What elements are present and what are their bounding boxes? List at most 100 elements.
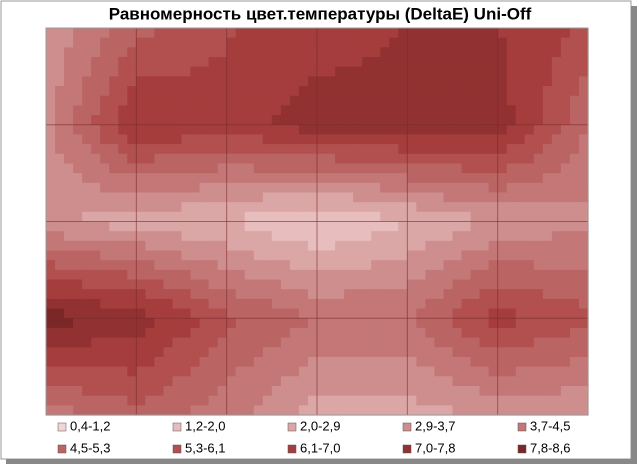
- contour-cell: [515, 279, 526, 290]
- contour-cell: [344, 405, 354, 416]
- contour-cell: [253, 115, 264, 126]
- contour-cell: [109, 37, 119, 48]
- contour-cell: [344, 298, 354, 310]
- contour-cell: [172, 95, 183, 106]
- contour-cell: [380, 153, 390, 165]
- contour-cell: [461, 66, 472, 77]
- contour-cell: [578, 95, 589, 106]
- contour-cell: [109, 405, 119, 416]
- contour-cell: [326, 192, 336, 203]
- contour-cell: [145, 153, 155, 165]
- contour-cell: [271, 376, 282, 387]
- contour-cell: [46, 134, 56, 145]
- contour-cell: [118, 366, 128, 377]
- contour-cell: [154, 347, 165, 358]
- contour-cell: [389, 298, 399, 310]
- contour-cell: [425, 115, 436, 126]
- contour-cell: [208, 144, 219, 155]
- contour-cell: [253, 366, 264, 377]
- contour-cell: [506, 202, 517, 213]
- contour-cell: [244, 105, 255, 116]
- contour-cell: [289, 76, 300, 87]
- contour-cell: [443, 385, 454, 397]
- contour-cell: [497, 192, 508, 203]
- contour-cell: [497, 37, 508, 48]
- contour-cell: [533, 250, 544, 261]
- contour-cell: [181, 250, 192, 261]
- contour-cell: [551, 47, 562, 58]
- contour-cell: [497, 182, 508, 194]
- contour-cell: [55, 211, 65, 223]
- contour-cell: [479, 231, 490, 242]
- contour-cell: [389, 86, 399, 97]
- contour-cell: [560, 231, 571, 242]
- contour-cell: [470, 269, 481, 281]
- contour-cell: [497, 57, 508, 68]
- contour-cell: [226, 269, 237, 281]
- contour-cell: [91, 385, 101, 397]
- contour-cell: [73, 37, 83, 48]
- contour-cell: [235, 308, 246, 319]
- contour-cell: [443, 202, 454, 213]
- contour-cell: [524, 47, 535, 58]
- contour-cell: [362, 289, 372, 300]
- contour-cell: [163, 28, 174, 39]
- contour-cell: [326, 260, 336, 271]
- contour-cell: [244, 211, 255, 223]
- contour-cell: [235, 86, 246, 97]
- contour-cell: [533, 240, 544, 252]
- contour-cell: [307, 405, 318, 416]
- contour-cell: [208, 66, 219, 77]
- contour-cell: [416, 289, 426, 300]
- contour-cell: [362, 347, 372, 358]
- contour-cell: [262, 211, 273, 223]
- contour-cell: [443, 221, 454, 232]
- contour-cell: [497, 279, 508, 290]
- contour-cell: [109, 376, 119, 387]
- contour-cell: [172, 134, 183, 145]
- contour-cell: [524, 231, 535, 242]
- contour-cell: [398, 260, 408, 271]
- contour-cell: [163, 356, 174, 368]
- contour-cell: [127, 86, 137, 97]
- contour-cell: [578, 86, 589, 97]
- contour-cell: [280, 66, 291, 77]
- contour-cell: [371, 260, 381, 271]
- contour-cell: [524, 211, 535, 223]
- contour-cell: [73, 327, 83, 339]
- contour-cell: [434, 308, 445, 319]
- contour-cell: [289, 182, 300, 194]
- contour-cell: [389, 202, 399, 213]
- contour-cell: [217, 221, 228, 232]
- contour-cell: [217, 231, 228, 242]
- contour-cell: [434, 250, 445, 261]
- contour-cell: [560, 105, 571, 116]
- contour-cell: [407, 260, 417, 271]
- contour-cell: [479, 250, 490, 261]
- contour-cell: [335, 308, 345, 319]
- contour-cell: [551, 308, 562, 319]
- contour-cell: [488, 289, 499, 300]
- contour-cell: [407, 37, 417, 48]
- contour-cell: [560, 134, 571, 145]
- plot: [45, 27, 589, 416]
- contour-cell: [380, 298, 390, 310]
- contour-cell: [100, 134, 110, 145]
- contour-cell: [208, 211, 219, 223]
- contour-cell: [488, 327, 499, 339]
- contour-cell: [55, 231, 65, 242]
- contour-cell: [145, 231, 155, 242]
- contour-cell: [434, 347, 445, 358]
- contour-cell: [100, 405, 110, 416]
- contour-cell: [280, 57, 291, 68]
- contour-cell: [172, 47, 183, 58]
- contour-cell: [163, 289, 174, 300]
- contour-cell: [127, 279, 137, 290]
- contour-cell: [262, 76, 273, 87]
- contour-cell: [307, 86, 318, 97]
- contour-cell: [371, 37, 381, 48]
- contour-cell: [551, 163, 562, 174]
- legend-label: 7,8-8,6: [530, 440, 570, 455]
- contour-cell: [127, 269, 137, 281]
- contour-cell: [64, 57, 74, 68]
